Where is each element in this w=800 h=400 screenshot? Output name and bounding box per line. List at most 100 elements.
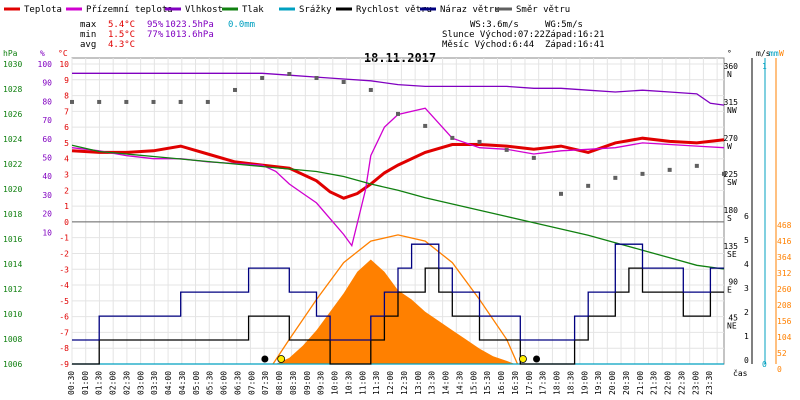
x-tick-44: 22:30 [677,371,686,395]
series-line-3 [71,144,725,270]
x-tick-37: 19:00 [580,371,589,395]
deg-tick-4: 6 [64,123,69,132]
wind-dir-point-6 [233,87,237,92]
x-tick-15: 08:00 [275,371,284,395]
x-tick-19: 10:00 [331,371,340,395]
wind-dir-point-1 [97,99,102,104]
ms-tick-4: 2 [744,308,749,317]
wind-dir-point-22 [667,167,672,172]
w-tick-4: 260 [777,285,792,294]
stats-max-label: max [80,20,97,30]
legend-label-1: Přízemní teplota [86,5,173,15]
pct-tick-6: 40 [42,172,52,181]
sunrise-marker [277,355,286,363]
stats-block: max min avg 5.4°C 1.5°C 4.3°C 95% 77% 10… [80,20,605,50]
ms-tick-6: 0 [744,356,749,365]
hpa-tick-7: 1016 [3,235,22,244]
hpa-tick-8: 1014 [3,260,22,269]
pct-tick-3: 70 [42,116,52,125]
deg-tick-16: -6 [59,313,69,322]
deg-tick-19: -9 [59,360,69,369]
hpa-tick-9: 1012 [3,285,22,294]
x-tick-5: 03:00 [136,371,145,395]
stats-min-hum: 77% [147,30,164,40]
x-tick-18: 09:30 [317,371,326,395]
wind-dir-point-19 [586,183,591,188]
moonset-marker [533,355,541,363]
wind-dir-point-7 [260,75,265,80]
series-line-2 [72,72,725,106]
wind-dir-point-23 [694,163,699,168]
solar-area [275,259,515,364]
legend-label-6: Náraz větru [440,5,500,15]
series-3 [71,144,725,270]
wind-dir-point-18 [559,191,563,196]
x-tick-25: 13:00 [414,371,423,395]
deg-tick-11: -1 [59,234,69,243]
legend-label-0: Teplota [24,5,62,15]
series-0 [71,136,725,200]
stats-min-temp: 1.5°C [108,30,135,40]
deg-tick-2: 8 [64,92,69,101]
deg-tick-8: 2 [64,186,69,195]
deg-tick-13: -3 [59,265,69,274]
legend-label-3: Tlak [242,5,264,15]
series-7 [70,71,726,196]
deg-tick-12: -2 [59,249,69,258]
w-tick-7: 104 [777,333,792,342]
deg-tick-10: 0 [64,218,69,227]
deg-tick-14: -4 [59,281,69,290]
x-tick-17: 09:00 [303,371,312,395]
wind-dir-point-20 [613,175,618,180]
x-axis-label: čas [733,368,748,378]
x-tick-11: 06:00 [220,371,229,395]
wind-dir-point-8 [287,71,292,76]
stats-moonrise: Měsíc Východ:6:44 [442,40,534,50]
ms-tick-3: 3 [744,284,749,293]
dir-tick-name-3: SW [727,178,737,187]
deg-tick-1: 9 [64,76,69,85]
stats-wind-speed: WS:3.6m/s [470,20,519,30]
wind-dir-point-5 [205,99,210,104]
wind-dir-point-9 [314,75,319,80]
stats-min-label: min [80,30,96,40]
dir-tick-name-2: W [727,142,732,151]
stats-max-hum: 95% [147,20,164,30]
wind-dir-point-10 [341,79,346,84]
ms-tick-0: 6 [744,212,749,221]
series-line-0 [71,136,725,200]
x-tick-20: 10:30 [344,371,353,395]
deg-tick-6: 4 [64,155,69,164]
x-tick-3: 02:00 [109,371,118,395]
x-tick-36: 18:30 [566,371,575,395]
series-2 [72,72,725,106]
wind-dir-point-14 [450,135,455,140]
pct-tick-7: 30 [42,191,52,200]
x-tick-38: 19:30 [594,371,603,395]
wind-dir-point-16 [504,147,509,152]
wind-dir-point-21 [640,171,645,176]
deg-tick-17: -7 [59,328,69,337]
ms-tick-5: 1 [744,332,749,341]
dir-tick-1: 315 [724,98,739,107]
x-tick-8: 04:30 [178,371,187,395]
series-6 [72,243,724,341]
legend-label-7: Směr větru [516,5,570,15]
stats-avg-label: avg [80,40,96,50]
x-tick-6: 03:30 [150,371,159,395]
pct-tick-8: 20 [42,210,52,219]
dir-axis-label: ° [727,49,732,58]
series-5 [72,267,724,365]
wind-dir-point-24 [722,171,726,176]
x-tick-13: 07:00 [247,371,256,395]
deg-tick-0: 10 [59,60,69,69]
w-tick-3: 312 [777,269,792,278]
hpa-tick-0: 1030 [3,60,22,69]
pct-axis-label: % [40,49,45,58]
stats-moonset: Západ:16:41 [545,40,605,50]
x-tick-40: 20:30 [622,371,631,395]
w-tick-5: 208 [777,301,792,310]
wind-dir-point-2 [124,99,129,104]
pct-tick-5: 50 [42,154,52,163]
deg-tick-9: 1 [64,202,69,211]
